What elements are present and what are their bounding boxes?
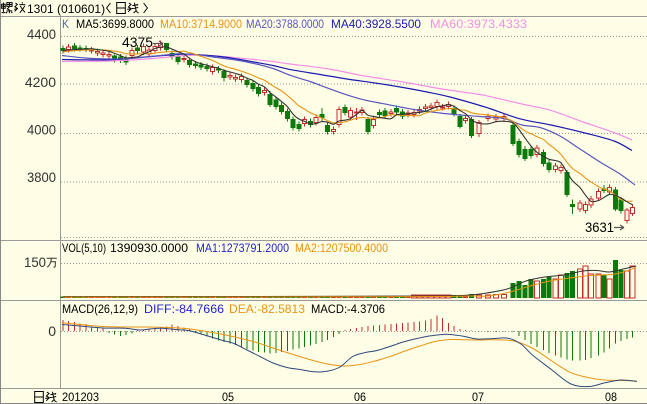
svg-text:1301 (010601): 1301 (010601) [27, 2, 105, 16]
svg-text:MA2:1207500.4000: MA2:1207500.4000 [295, 241, 388, 255]
svg-text:MA60:3973.4333: MA60:3973.4333 [430, 17, 527, 31]
svg-text:MA1:1273791.2000: MA1:1273791.2000 [196, 241, 289, 255]
svg-text:1390930.0000: 1390930.0000 [110, 241, 188, 255]
svg-text:07: 07 [472, 390, 484, 404]
svg-text:4375: 4375 [122, 34, 153, 50]
svg-text:MA10:3714.9000: MA10:3714.9000 [160, 17, 242, 31]
svg-text:DIFF:-84.7666: DIFF:-84.7666 [144, 302, 224, 316]
svg-text:4000: 4000 [27, 122, 56, 138]
svg-text:MACD:-4.3706: MACD:-4.3706 [311, 302, 385, 316]
svg-text:05: 05 [222, 390, 234, 404]
svg-text:MA40:3928.5500: MA40:3928.5500 [331, 17, 421, 31]
svg-text:VOL(5,10): VOL(5,10) [62, 241, 106, 255]
svg-text:201203: 201203 [62, 390, 99, 404]
svg-text:0: 0 [48, 323, 56, 339]
svg-text:3800: 3800 [27, 169, 56, 185]
svg-text:08: 08 [605, 390, 617, 404]
svg-text:K: K [62, 17, 69, 31]
svg-text:3631: 3631 [585, 219, 614, 235]
svg-text:150: 150 [24, 254, 46, 270]
svg-text:4400: 4400 [27, 26, 56, 42]
svg-text:4200: 4200 [25, 74, 56, 90]
svg-text:DEA:-82.5813: DEA:-82.5813 [229, 302, 305, 316]
svg-text:MA20:3788.0000: MA20:3788.0000 [246, 17, 324, 31]
svg-text:MACD(26,12,9): MACD(26,12,9) [62, 302, 138, 316]
svg-text:06: 06 [354, 390, 366, 404]
svg-text:MA5:3699.8000: MA5:3699.8000 [76, 17, 154, 31]
